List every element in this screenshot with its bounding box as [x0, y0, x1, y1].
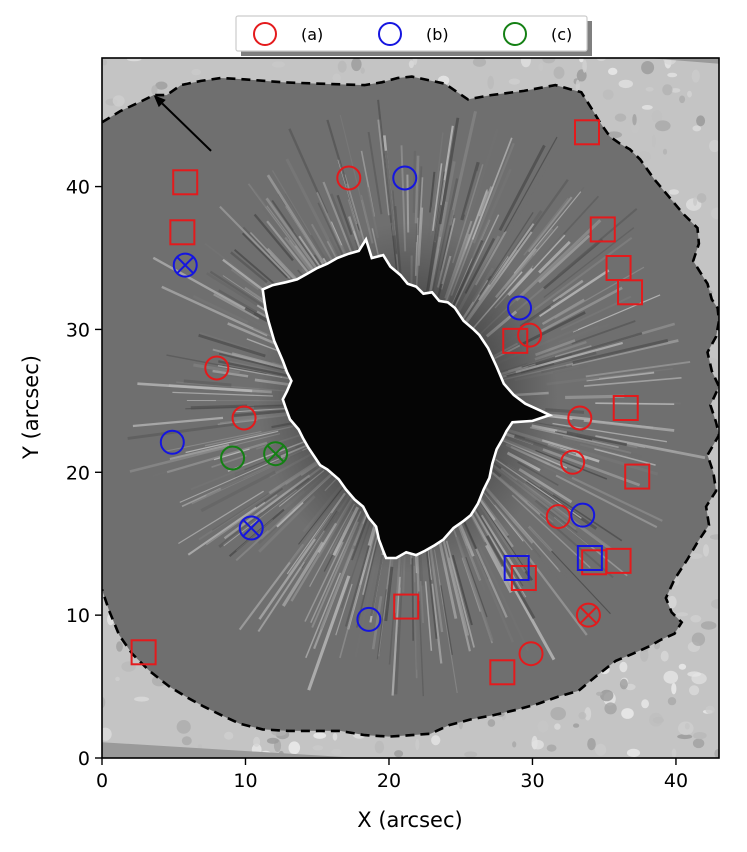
sunspot-image	[102, 58, 719, 758]
marker-a-circle-0	[336, 165, 362, 191]
x-axis-label: X (arcsec)	[357, 808, 462, 832]
legend-label-c: (c)	[551, 25, 572, 44]
marker-a-square-13	[130, 639, 157, 666]
marker-a-square-6	[502, 327, 529, 354]
marker-a-square-12	[393, 593, 420, 620]
marker-b-circle-4	[356, 606, 382, 632]
marker-a-circle-5	[560, 449, 586, 475]
x-tick-label-10: 10	[233, 770, 257, 792]
arrow-head	[153, 95, 166, 108]
marker-a-square-0	[172, 169, 199, 196]
marker-a-square-2	[573, 119, 600, 146]
marker-c-circle-0	[220, 445, 246, 471]
marker-a-circle-7	[518, 641, 544, 667]
marker-c-crossed-circle-0	[263, 441, 289, 467]
y-tick-label-0: 0	[78, 748, 90, 770]
marker-b-circle-3	[570, 502, 596, 528]
marker-a-square-1	[169, 219, 196, 246]
legend-label-b: (b)	[426, 25, 449, 44]
marker-a-circle-6	[545, 504, 571, 530]
marker-layer	[130, 119, 651, 686]
marker-a-square-5	[617, 279, 644, 306]
axis-ticks: 0 10 20 30 40 0 10 20 30 40	[66, 177, 688, 792]
legend-marker-c	[503, 22, 527, 46]
marker-b-circle-1	[507, 295, 533, 321]
marker-a-circle-1	[204, 355, 230, 381]
x-tick-label-20: 20	[377, 770, 401, 792]
direction-arrow	[153, 95, 212, 152]
marker-b-crossed-circle-1	[238, 515, 264, 541]
image-corner-top	[647, 58, 719, 64]
umbra-region	[262, 239, 550, 558]
x-tick-label-0: 0	[96, 770, 108, 792]
y-tick-label-40: 40	[66, 177, 90, 199]
marker-a-square-7	[612, 395, 639, 421]
marker-b-circle-0	[392, 165, 418, 191]
marker-a-crossed-circle-0	[575, 602, 601, 628]
x-tick-label-30: 30	[520, 770, 544, 792]
y-axis-label: Y (arcsec)	[19, 355, 43, 460]
marker-a-square-8	[624, 463, 651, 490]
marker-a-square-11	[510, 565, 537, 591]
legend-label-a: (a)	[301, 25, 323, 44]
legend-marker-a	[253, 22, 277, 46]
marker-b-square-1	[576, 545, 603, 571]
umbra-boundary-contour	[261, 236, 554, 560]
marker-a-square-10	[581, 549, 608, 576]
marker-a-circle-2	[231, 405, 257, 431]
marker-b-square-0	[503, 555, 530, 581]
marker-a-square-3	[589, 216, 616, 243]
axes-frame	[101, 57, 720, 759]
x-tick-label-40: 40	[664, 770, 688, 792]
legend-box	[235, 15, 588, 52]
y-tick-label-10: 10	[66, 605, 90, 627]
marker-b-crossed-circle-0	[172, 252, 198, 278]
legend: (a) (b) (c)	[235, 15, 592, 56]
y-tick-label-30: 30	[66, 319, 90, 341]
y-tick-label-20: 20	[66, 462, 90, 484]
legend-marker-b	[378, 22, 402, 46]
arrow-shaft	[161, 102, 212, 152]
marker-a-circle-4	[567, 405, 593, 431]
penumbra-boundary-contour	[102, 75, 719, 738]
marker-a-square-14	[489, 659, 516, 686]
image-corner-bottom	[102, 742, 361, 758]
marker-a-circle-3	[517, 322, 543, 348]
marker-b-circle-2	[159, 429, 185, 455]
